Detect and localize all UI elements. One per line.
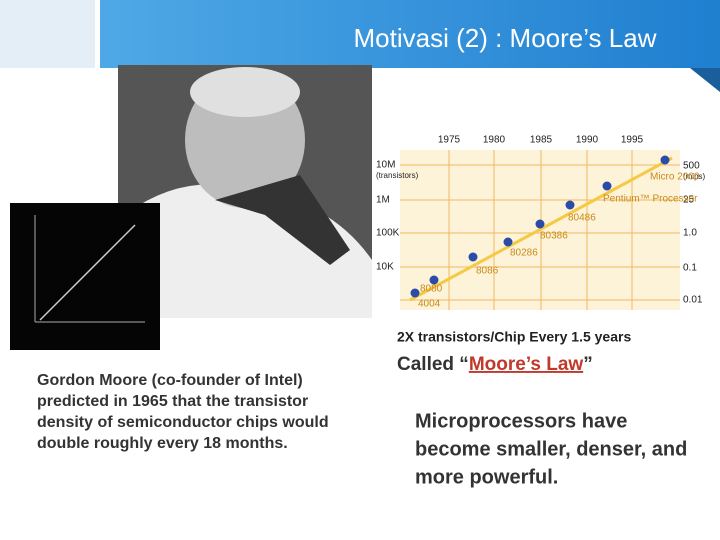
- left-axis-label: 10K: [376, 262, 394, 273]
- year-label: 1975: [438, 135, 461, 146]
- chip-label: Pentium™ Processor: [603, 194, 698, 205]
- year-label: 1995: [621, 135, 644, 146]
- chip-label: 8086: [476, 266, 499, 277]
- caption: 2X transistors/Chip Every 1.5 years: [397, 329, 631, 345]
- photo: [118, 65, 372, 318]
- header-tab: [0, 0, 95, 68]
- called-suffix: ”: [583, 354, 593, 375]
- called-emphasis: Moore’s Law: [469, 354, 584, 375]
- slide-title: Motivasi (2) : Moore’s Law: [354, 23, 657, 53]
- right-text-line: become smaller, denser, and: [415, 438, 687, 460]
- chip-dot: [429, 275, 439, 285]
- right-axis-label: 500: [683, 161, 700, 172]
- left-axis-label: 1M: [376, 195, 390, 206]
- right-text-line: Microprocessors have: [415, 410, 627, 432]
- left-axis-label: (transistors): [376, 171, 419, 180]
- year-label: 1990: [576, 135, 599, 146]
- chip-dot: [660, 155, 670, 165]
- chip-label: 4004: [418, 299, 441, 310]
- left-axis-label: 10M: [376, 160, 395, 171]
- trend-line: [409, 156, 673, 302]
- moore-chart: 1975 1980 1985 1990 1995 10M(transistors) 1M 10…: [372, 128, 706, 318]
- year-label: 1985: [530, 135, 553, 146]
- left-text-line: density of semiconductor chips would: [37, 414, 329, 431]
- chip-dot: [503, 237, 513, 247]
- chip-dot: [565, 200, 575, 210]
- chip-dot: [468, 252, 478, 262]
- right-axis-label: 1.0: [683, 228, 697, 239]
- called-prefix: Called “: [397, 354, 469, 375]
- right-axis-label: 25: [683, 195, 695, 206]
- chip-label: 80286: [510, 248, 538, 259]
- header-fold: [690, 68, 720, 92]
- left-text-line: predicted in 1965 that the transistor: [37, 393, 308, 410]
- chip-label: 8080: [420, 284, 443, 295]
- chip-dot: [410, 288, 420, 298]
- chip-dot: [535, 219, 545, 229]
- header-bar: [100, 0, 720, 68]
- left-axis-label: 100K: [376, 228, 400, 239]
- chip-label: Micro 2000: [650, 172, 700, 183]
- right-axis-label: 0.1: [683, 263, 697, 274]
- called-line: Called “Moore’s Law”: [397, 354, 593, 375]
- chip-dot: [602, 181, 612, 191]
- chip-label: 80386: [540, 231, 568, 242]
- year-label: 1980: [483, 135, 506, 146]
- left-text-line: Gordon Moore (co-founder of Intel): [37, 372, 303, 389]
- left-text-line: double roughly every 18 months.: [37, 435, 288, 452]
- right-axis-label: 0.01: [683, 295, 703, 306]
- small-graph: [10, 203, 160, 350]
- right-text-line: more powerful.: [415, 466, 558, 488]
- right-axis-label: (mips): [683, 172, 706, 181]
- chip-label: 80486: [568, 213, 596, 224]
